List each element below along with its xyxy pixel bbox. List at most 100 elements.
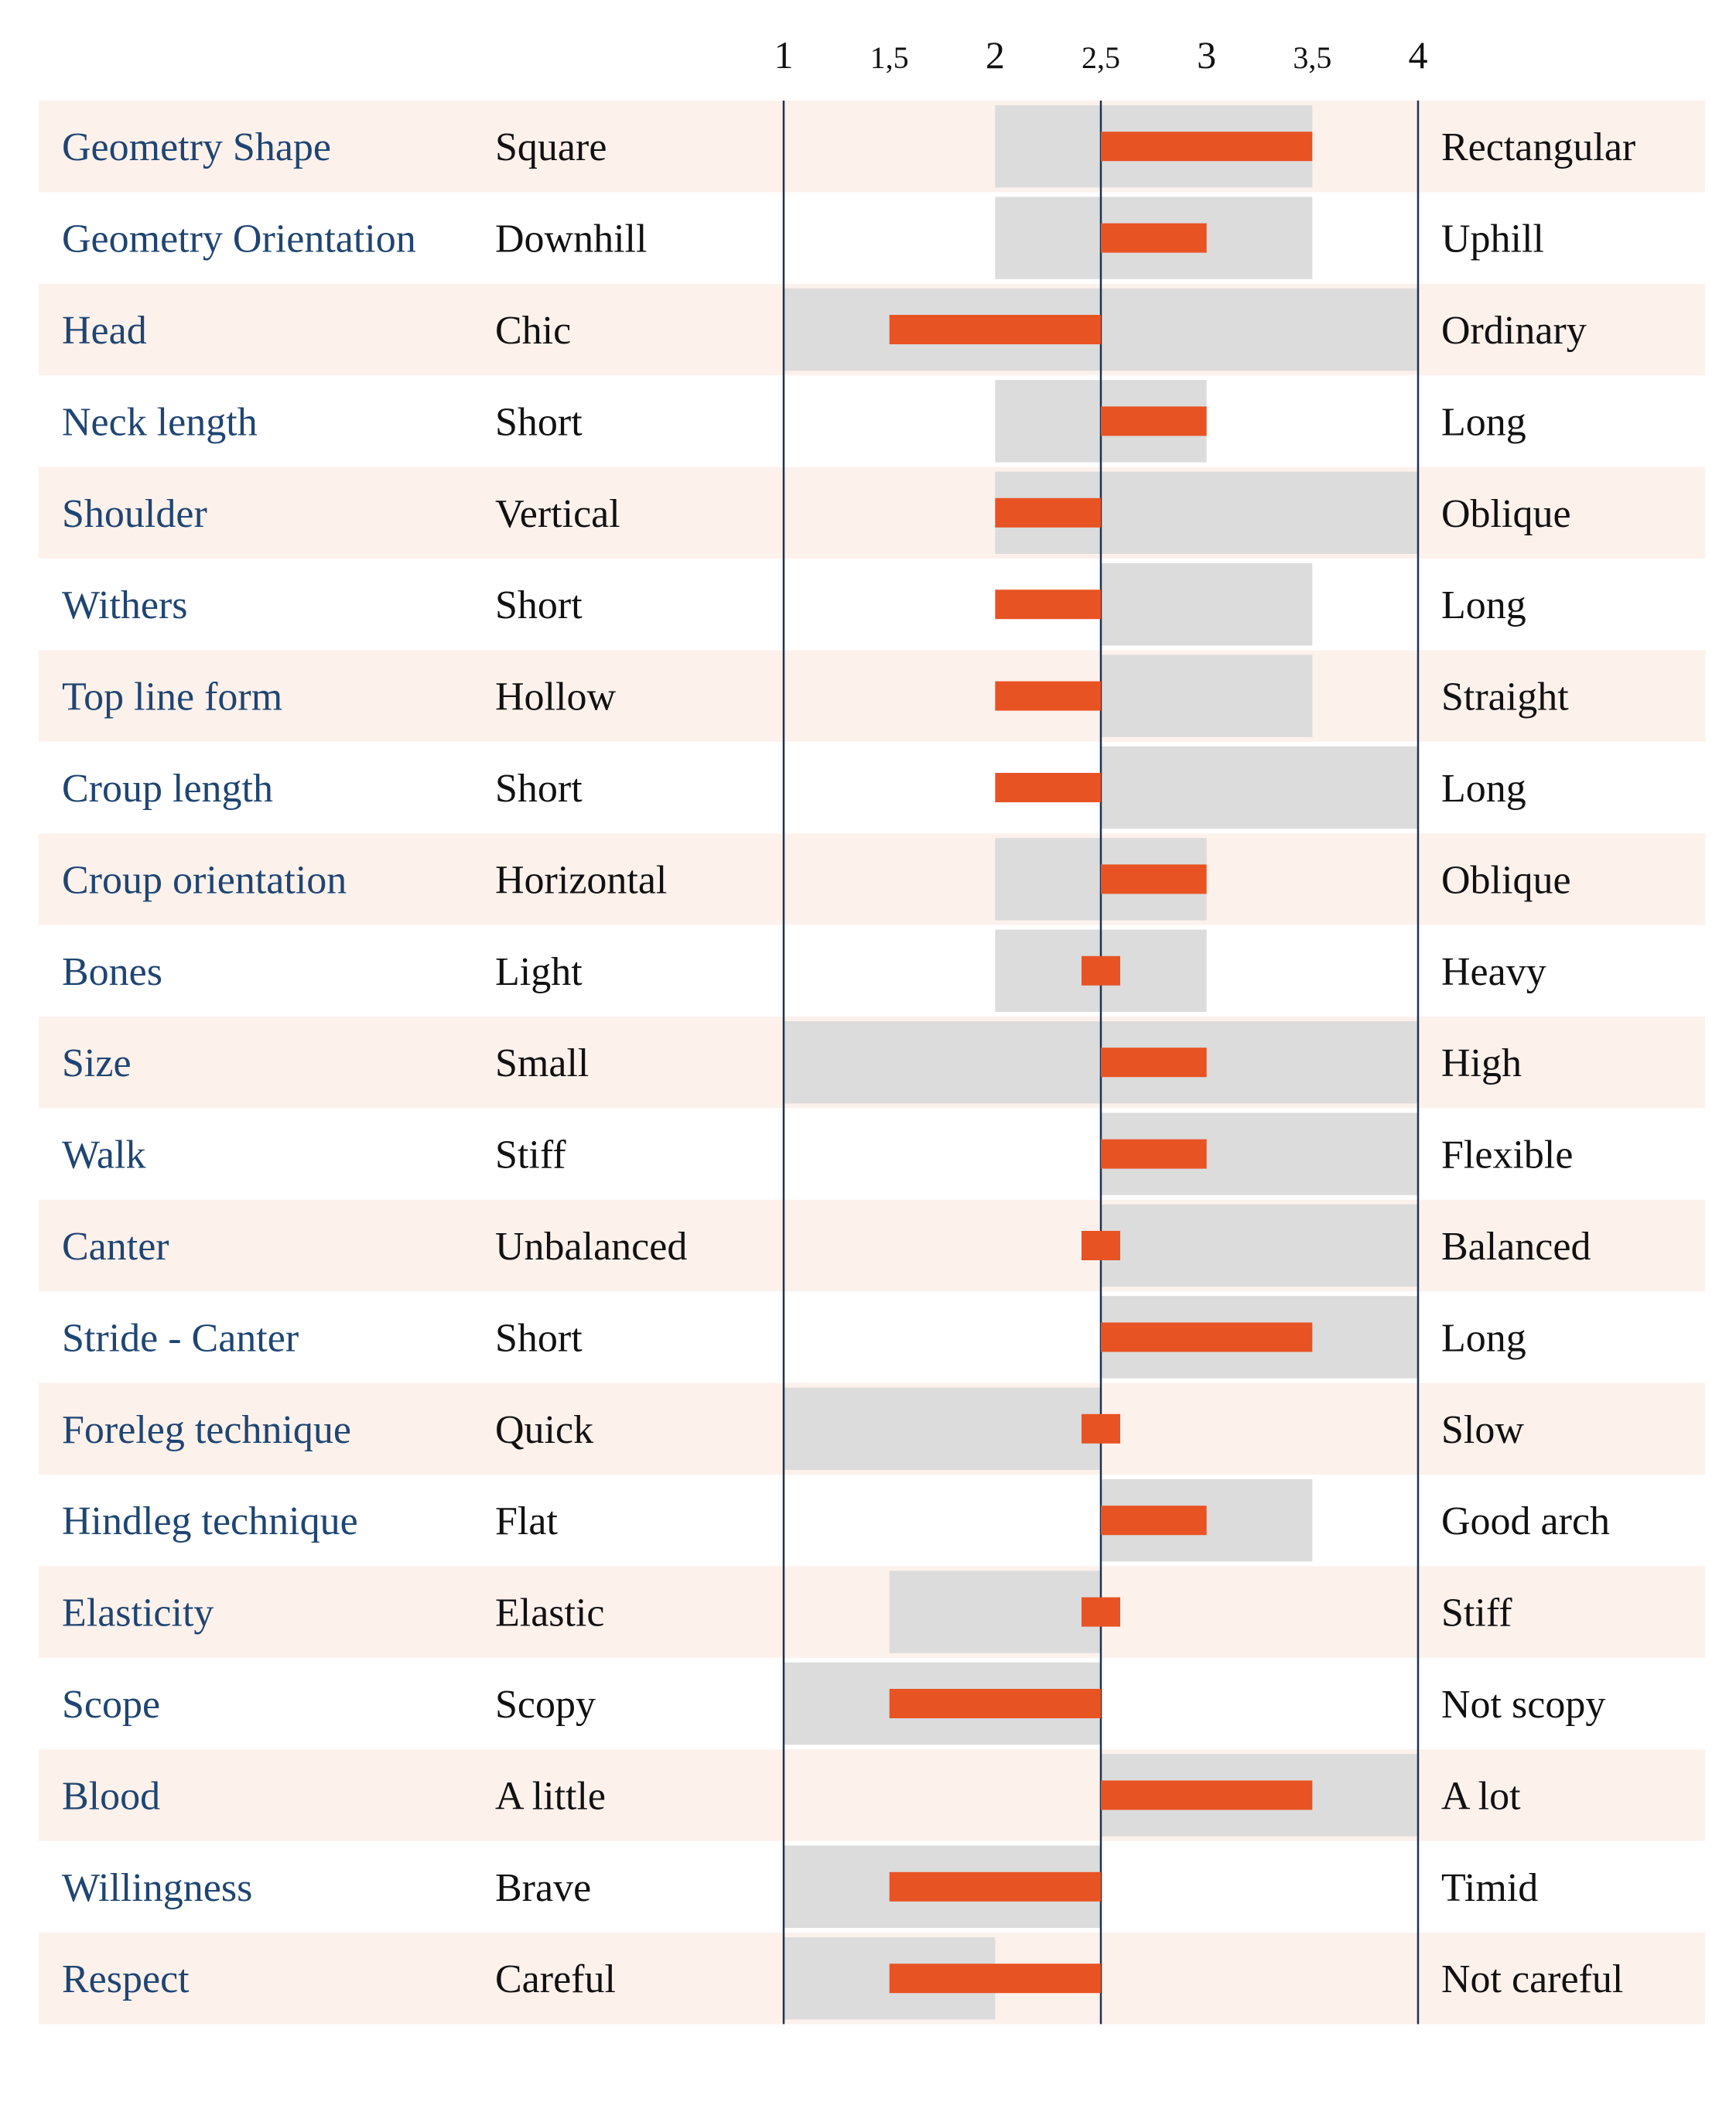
low-pole-label: Short [495, 583, 583, 627]
trait-label: Walk [62, 1133, 145, 1177]
trait-label: Blood [62, 1774, 160, 1818]
value-bar [889, 1964, 1101, 1994]
value-bar [995, 497, 1101, 528]
high-pole-label: Long [1441, 767, 1526, 811]
low-pole-label: Hollow [495, 675, 616, 719]
row-labels: Geometry Shape Square Rectangular Geometry … [62, 125, 1635, 2001]
value-bar [1082, 1597, 1120, 1627]
low-pole-label: Unbalanced [495, 1225, 687, 1269]
value-bar [889, 1689, 1101, 1718]
row-band [39, 467, 1705, 559]
high-pole-label: High [1441, 1041, 1522, 1085]
row-band [39, 833, 1705, 925]
high-pole-label: Rectangular [1441, 125, 1635, 169]
value-bar [1101, 864, 1207, 894]
low-pole-label: Short [495, 767, 583, 811]
high-pole-label: Slow [1441, 1408, 1524, 1452]
low-pole-label: Careful [495, 1957, 616, 2001]
high-pole-label: Oblique [1441, 858, 1571, 902]
high-pole-label: Straight [1441, 675, 1569, 719]
x-tick-label: 3,5 [1293, 40, 1331, 75]
x-tick-label: 2,5 [1082, 40, 1120, 75]
value-bar [1101, 1506, 1207, 1536]
row-band [39, 1566, 1705, 1658]
low-pole-label: Square [495, 125, 607, 169]
value-bar [1101, 132, 1313, 162]
high-pole-label: Ordinary [1441, 309, 1587, 353]
trait-label: Willingness [62, 1866, 252, 1910]
trait-label: Respect [62, 1957, 190, 2001]
range-bar [1101, 1204, 1418, 1287]
x-axis-tick-labels: 1 1,5 2 2,5 3 3,5 4 [774, 33, 1428, 77]
value-bar [1101, 1139, 1207, 1169]
high-pole-label: A lot [1441, 1774, 1521, 1818]
range-bar [889, 1571, 1101, 1653]
value-bar [1101, 406, 1207, 436]
range-bar [1101, 746, 1418, 829]
low-pole-label: Chic [495, 309, 571, 353]
row-band [39, 1749, 1705, 1841]
value-bar [995, 590, 1101, 620]
x-tick-label: 1,5 [870, 40, 909, 75]
high-pole-label: Not careful [1441, 1957, 1623, 2001]
high-pole-label: Long [1441, 1316, 1526, 1360]
value-bar [889, 315, 1101, 344]
value-bar [1101, 1780, 1313, 1810]
trait-label: Croup length [62, 767, 273, 811]
high-pole-label: Uphill [1441, 217, 1544, 261]
value-bar [1082, 1231, 1120, 1260]
x-tick-label: 3 [1197, 33, 1216, 77]
high-pole-label: Timid [1441, 1866, 1538, 1910]
low-pole-label: Flat [495, 1499, 558, 1543]
high-pole-label: Balanced [1441, 1225, 1591, 1269]
value-bar [995, 681, 1101, 711]
trait-label: Canter [62, 1225, 169, 1269]
x-tick-label: 2 [986, 33, 1005, 77]
x-tick-label: 4 [1409, 33, 1428, 77]
trait-label: Scope [62, 1683, 160, 1727]
trait-label: Size [62, 1041, 132, 1085]
value-bar [1101, 1048, 1207, 1078]
low-pole-label: Quick [495, 1408, 593, 1452]
row-band [39, 650, 1705, 742]
high-pole-label: Stiff [1441, 1591, 1512, 1635]
trait-label: Bones [62, 950, 162, 994]
trait-label: Shoulder [62, 492, 207, 536]
value-bar [1101, 223, 1207, 253]
low-pole-label: Short [495, 1316, 583, 1360]
high-pole-label: Good arch [1441, 1499, 1610, 1543]
value-bar [1082, 1413, 1120, 1444]
low-pole-label: Horizontal [495, 858, 667, 902]
trait-label: Neck length [62, 400, 258, 444]
high-pole-label: Heavy [1441, 950, 1546, 994]
low-pole-label: Scopy [495, 1683, 596, 1727]
high-pole-label: Not scopy [1441, 1683, 1605, 1727]
row-band [39, 101, 1705, 193]
trait-label: Foreleg technique [62, 1408, 351, 1452]
value-bar [1101, 1322, 1313, 1352]
trait-label: Stride - Canter [62, 1316, 299, 1360]
low-pole-label: Brave [495, 1866, 591, 1910]
range-bar [1101, 563, 1313, 646]
high-pole-label: Long [1441, 583, 1526, 627]
low-pole-label: Short [495, 400, 583, 444]
trait-label: Geometry Orientation [62, 217, 416, 261]
trait-label: Hindleg technique [62, 1499, 358, 1543]
value-bar [1082, 955, 1120, 986]
range-bar [784, 1387, 1101, 1470]
value-bars [889, 132, 1313, 1994]
row-band [39, 1199, 1705, 1292]
trait-label: Geometry Shape [62, 125, 331, 169]
trait-label: Croup orientation [62, 858, 347, 902]
low-pole-label: Stiff [495, 1133, 566, 1177]
value-bar [995, 773, 1101, 802]
high-pole-label: Oblique [1441, 492, 1571, 536]
low-pole-label: Vertical [495, 492, 620, 536]
high-pole-label: Flexible [1441, 1133, 1573, 1177]
value-bar [889, 1871, 1101, 1902]
trait-label: Head [62, 309, 147, 353]
low-pole-label: Elastic [495, 1591, 605, 1635]
low-pole-label: Downhill [495, 217, 647, 261]
low-pole-label: Light [495, 950, 583, 994]
